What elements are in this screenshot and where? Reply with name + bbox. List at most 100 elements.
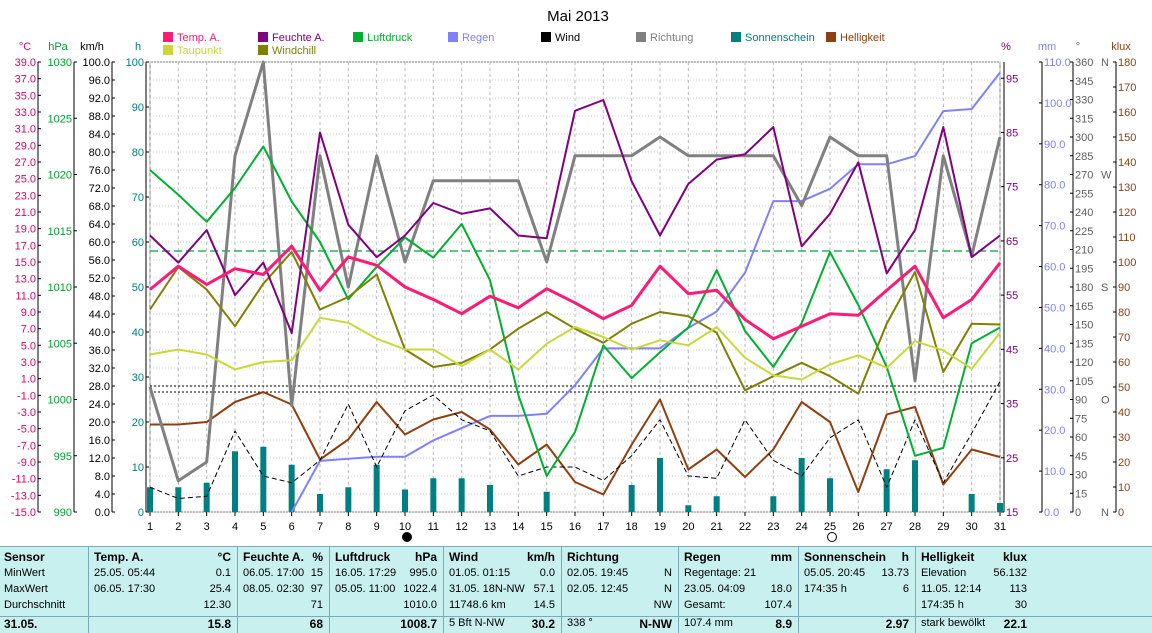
current-note: stark bewölkt (921, 617, 986, 629)
current-value: 8.9 (775, 617, 792, 631)
tick-label-h: 80 (132, 147, 144, 159)
tick-label-hpa: 1005 (48, 338, 72, 350)
tick-label-deg: 210 (1075, 245, 1093, 257)
tick-label-temp: 11.0 (15, 290, 36, 302)
tick-label-deg: 285 (1075, 151, 1093, 163)
x-tick-label: 17 (597, 521, 609, 533)
stat-value: 1022.4 (403, 583, 437, 595)
sunshine-bar (260, 446, 267, 512)
tick-label-pct: 65 (1006, 236, 1018, 248)
stat-value: 995.0 (409, 567, 437, 579)
axes: °C 39.0 37.0 35.0 33.0 31.0 29.0 27.0 25.0 23.0 21… (11, 41, 1136, 519)
tick-label-mm: 90.0 (1044, 139, 1065, 151)
stat-label: 31.05. 18N-NW (449, 583, 525, 595)
tick-label-klux: 140 (1118, 157, 1136, 169)
axis-label-deg: ° (1076, 41, 1080, 53)
sunshine-bar (345, 487, 352, 512)
tick-label-kmh: 56.0 (89, 255, 110, 267)
tick-label-temp: 17.0 (15, 240, 36, 252)
tick-label-klux: 110 (1118, 232, 1136, 244)
sunshine-bar (883, 469, 890, 512)
tick-label-pct: 15 (1006, 507, 1018, 519)
tick-label-temp: -11.0 (12, 474, 36, 486)
direction-label: N (1101, 507, 1109, 519)
stat-label: 11748.6 km (449, 599, 506, 611)
stat-label: 174:35 h (921, 599, 964, 611)
current-value: 30.2 (531, 617, 555, 631)
divider (915, 546, 916, 633)
tick-label-temp: -3.0 (17, 407, 36, 419)
direction-label: O (1101, 395, 1110, 407)
sunshine-bar (628, 485, 635, 512)
x-tick-label: 26 (852, 521, 864, 533)
tick-label-hpa: 990 (54, 507, 72, 519)
tick-label-mm: 100.0 (1044, 98, 1072, 110)
stat-value: 57.1 (533, 583, 555, 595)
series-line-regen (290, 71, 1001, 513)
x-tick-label: 25 (824, 521, 836, 533)
axis-label-h: h (135, 41, 141, 53)
x-tick-label: 14 (512, 521, 524, 533)
tick-label-hpa: 995 (54, 451, 72, 463)
sunshine-bar (770, 496, 777, 512)
x-tick-label: 3 (204, 521, 210, 533)
tick-label-kmh: 36.0 (89, 345, 110, 357)
axis-label-pct: % (1001, 41, 1011, 53)
x-tick-label: 23 (767, 521, 779, 533)
series-lines (148, 60, 1002, 513)
legend-swatch (353, 32, 363, 42)
legend-label: Temp. A. (177, 32, 220, 44)
tick-label-temp: 1.0 (21, 374, 36, 386)
legend-swatch (636, 32, 646, 42)
tick-label-klux: 30 (1118, 432, 1130, 444)
x-tick-label: 13 (484, 521, 496, 533)
divider (443, 546, 444, 633)
divider (678, 546, 679, 633)
section-unit: °C (217, 550, 231, 564)
stats-row-labels: Sensor MinWert MaxWert Durchschnitt 31.0… (0, 546, 88, 633)
stat-label: 06.05. 17:30 (94, 583, 156, 595)
stat-value: 14.5 (533, 599, 555, 611)
stat-value: 1010.0 (403, 599, 437, 611)
tick-label-hpa: 1030 (48, 57, 72, 69)
stats-section-1: Feuchte A.% 06.05. 17:00 15 08.05. 02:30 97 7… (239, 546, 329, 633)
x-tick-label: 18 (626, 521, 638, 533)
x-tick-label: 24 (796, 521, 808, 533)
stat-value: 113 (1009, 583, 1027, 595)
tick-label-h: 50 (132, 282, 144, 294)
divider (329, 546, 330, 633)
sunshine-bar (543, 491, 550, 512)
stats-section-0: Temp. A. °C 25.05. 05:44 0.1 06.05. 17:30 25.… (90, 546, 237, 633)
sunshine-bar (147, 487, 153, 512)
divider (237, 546, 238, 633)
tick-label-klux: 90 (1118, 282, 1130, 294)
series-line-windchill (149, 251, 1001, 395)
divider (88, 546, 89, 633)
tick-label-klux: 100 (1118, 257, 1136, 269)
stat-value: 107.4 (764, 599, 792, 611)
current-value: 2.97 (885, 617, 909, 631)
stat-value: 13.73 (881, 567, 909, 579)
stat-label: 05.05. 20:45 (804, 567, 866, 579)
section-title: Sonnenschein (804, 550, 887, 564)
current-value: 15.8 (207, 617, 231, 631)
tick-label-h: 0 (138, 507, 144, 519)
x-tick-label: 7 (317, 521, 323, 533)
tick-label-h: 60 (132, 237, 144, 249)
sunshine-bar (798, 458, 805, 512)
legend-swatch (541, 32, 551, 42)
legend: Temp. A. Feuchte A. Luftdruck Regen Wind Rich… (163, 32, 885, 57)
series-line-luftdruck (149, 145, 1001, 477)
tick-label-pct: 85 (1006, 127, 1018, 139)
x-tick-label: 22 (739, 521, 751, 533)
sunshine-bar (373, 464, 380, 512)
x-tick-label: 10 (399, 521, 411, 533)
sunshine-bar (912, 460, 918, 512)
stat-label: 01.05. 01:15 (449, 567, 511, 579)
section-unit: mm (770, 550, 792, 564)
stat-label: 23.05. 04:09 (684, 583, 746, 595)
legend-label: Luftdruck (367, 32, 413, 44)
label-avg: Durchschnitt (4, 599, 66, 611)
x-tick-label: 21 (711, 521, 723, 533)
tick-label-mm: 10.0 (1044, 466, 1065, 478)
